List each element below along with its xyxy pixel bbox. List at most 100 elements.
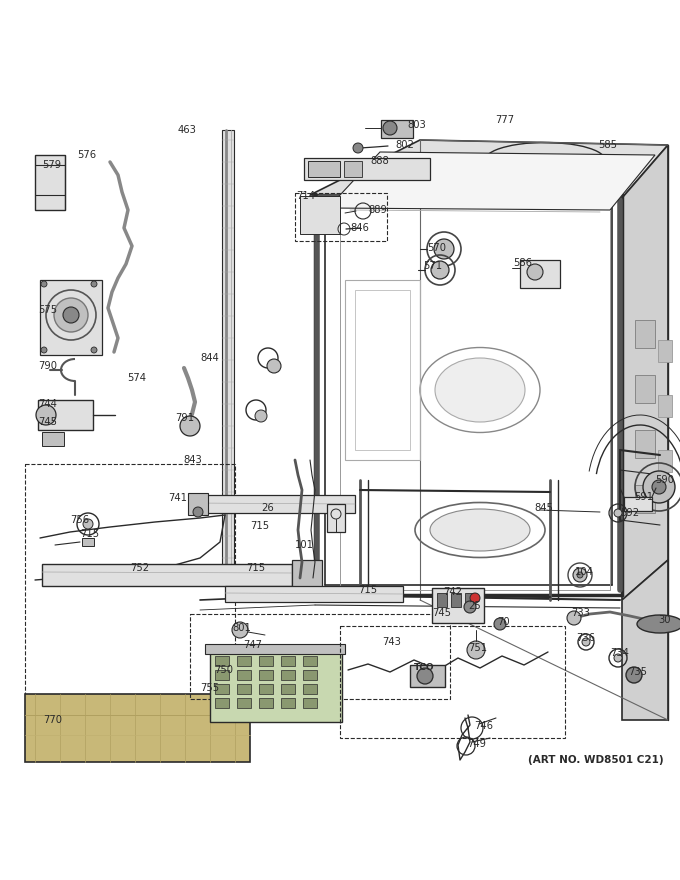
Polygon shape xyxy=(310,140,668,198)
Circle shape xyxy=(464,601,476,613)
Circle shape xyxy=(91,281,97,287)
Bar xyxy=(635,375,655,403)
Text: 844: 844 xyxy=(200,353,219,363)
Text: 745: 745 xyxy=(38,417,57,427)
Bar xyxy=(658,395,672,417)
Text: 715: 715 xyxy=(358,585,377,595)
Text: 104: 104 xyxy=(575,567,594,577)
Bar xyxy=(635,320,655,348)
Bar xyxy=(259,684,273,694)
Circle shape xyxy=(652,480,666,494)
Circle shape xyxy=(267,359,281,373)
Text: 735: 735 xyxy=(628,667,647,677)
Text: 741: 741 xyxy=(168,493,187,503)
Circle shape xyxy=(494,618,506,630)
Circle shape xyxy=(527,264,543,280)
Bar xyxy=(188,493,208,515)
Bar xyxy=(281,656,295,666)
Bar xyxy=(215,670,229,680)
Bar xyxy=(295,193,387,241)
Text: 746: 746 xyxy=(474,721,493,731)
Bar xyxy=(42,564,292,586)
Text: 790: 790 xyxy=(38,361,57,371)
Bar xyxy=(451,593,461,607)
Text: 30: 30 xyxy=(658,615,670,625)
Text: 592: 592 xyxy=(620,508,639,518)
Text: 752: 752 xyxy=(130,563,149,573)
Text: 585: 585 xyxy=(598,140,617,150)
Bar xyxy=(520,260,560,288)
Bar xyxy=(259,670,273,680)
Bar xyxy=(437,593,447,607)
Text: 591: 591 xyxy=(634,492,653,502)
Bar xyxy=(303,684,317,694)
Circle shape xyxy=(232,622,248,638)
Circle shape xyxy=(83,519,93,529)
Text: 743: 743 xyxy=(382,637,401,647)
Text: 715: 715 xyxy=(80,529,99,539)
Text: 579: 579 xyxy=(42,160,61,170)
Bar xyxy=(303,670,317,680)
Bar xyxy=(38,400,93,430)
Bar xyxy=(215,684,229,694)
Text: 736: 736 xyxy=(576,633,595,643)
Bar xyxy=(215,656,229,666)
Text: 570: 570 xyxy=(427,243,446,253)
Bar xyxy=(237,698,251,708)
Bar xyxy=(381,120,413,138)
Circle shape xyxy=(582,638,590,646)
Bar xyxy=(42,432,64,446)
Bar xyxy=(215,698,229,708)
Text: 26: 26 xyxy=(261,503,274,513)
Bar xyxy=(432,588,484,623)
Bar xyxy=(355,290,410,450)
Bar xyxy=(237,684,251,694)
Circle shape xyxy=(255,410,267,422)
Bar xyxy=(344,161,362,177)
Bar xyxy=(327,504,345,532)
Bar xyxy=(635,430,655,458)
Text: 845: 845 xyxy=(534,503,553,513)
Bar xyxy=(25,694,250,762)
Circle shape xyxy=(54,298,88,332)
Text: 590: 590 xyxy=(655,475,674,485)
Bar xyxy=(635,485,655,513)
Circle shape xyxy=(467,641,485,659)
Bar xyxy=(281,684,295,694)
Bar xyxy=(340,626,565,738)
Text: 777: 777 xyxy=(495,115,514,125)
Circle shape xyxy=(431,261,449,279)
Ellipse shape xyxy=(637,615,680,633)
Text: 756: 756 xyxy=(70,515,89,525)
Text: 715: 715 xyxy=(246,563,265,573)
Bar xyxy=(35,155,65,210)
Bar xyxy=(210,650,342,722)
Circle shape xyxy=(36,405,56,425)
Text: 803: 803 xyxy=(407,120,426,130)
Circle shape xyxy=(470,593,480,603)
Text: 846: 846 xyxy=(350,223,369,233)
Circle shape xyxy=(614,509,622,517)
Text: 755: 755 xyxy=(200,683,219,693)
Circle shape xyxy=(626,667,642,683)
Circle shape xyxy=(353,143,363,153)
Polygon shape xyxy=(622,560,668,720)
Circle shape xyxy=(180,416,200,436)
Text: 889: 889 xyxy=(368,205,387,215)
Text: 843: 843 xyxy=(183,455,202,465)
Circle shape xyxy=(434,239,454,259)
Text: 70: 70 xyxy=(497,617,509,627)
Bar xyxy=(308,161,340,177)
Circle shape xyxy=(91,347,97,353)
Bar xyxy=(82,538,94,546)
Bar xyxy=(281,670,295,680)
Text: 734: 734 xyxy=(610,648,629,658)
Text: 571: 571 xyxy=(423,261,442,271)
Circle shape xyxy=(63,307,79,323)
Text: 742: 742 xyxy=(443,587,462,597)
Text: 25: 25 xyxy=(468,601,481,611)
Polygon shape xyxy=(622,145,668,600)
Circle shape xyxy=(573,568,587,582)
Bar xyxy=(237,656,251,666)
Text: 801: 801 xyxy=(232,623,251,633)
